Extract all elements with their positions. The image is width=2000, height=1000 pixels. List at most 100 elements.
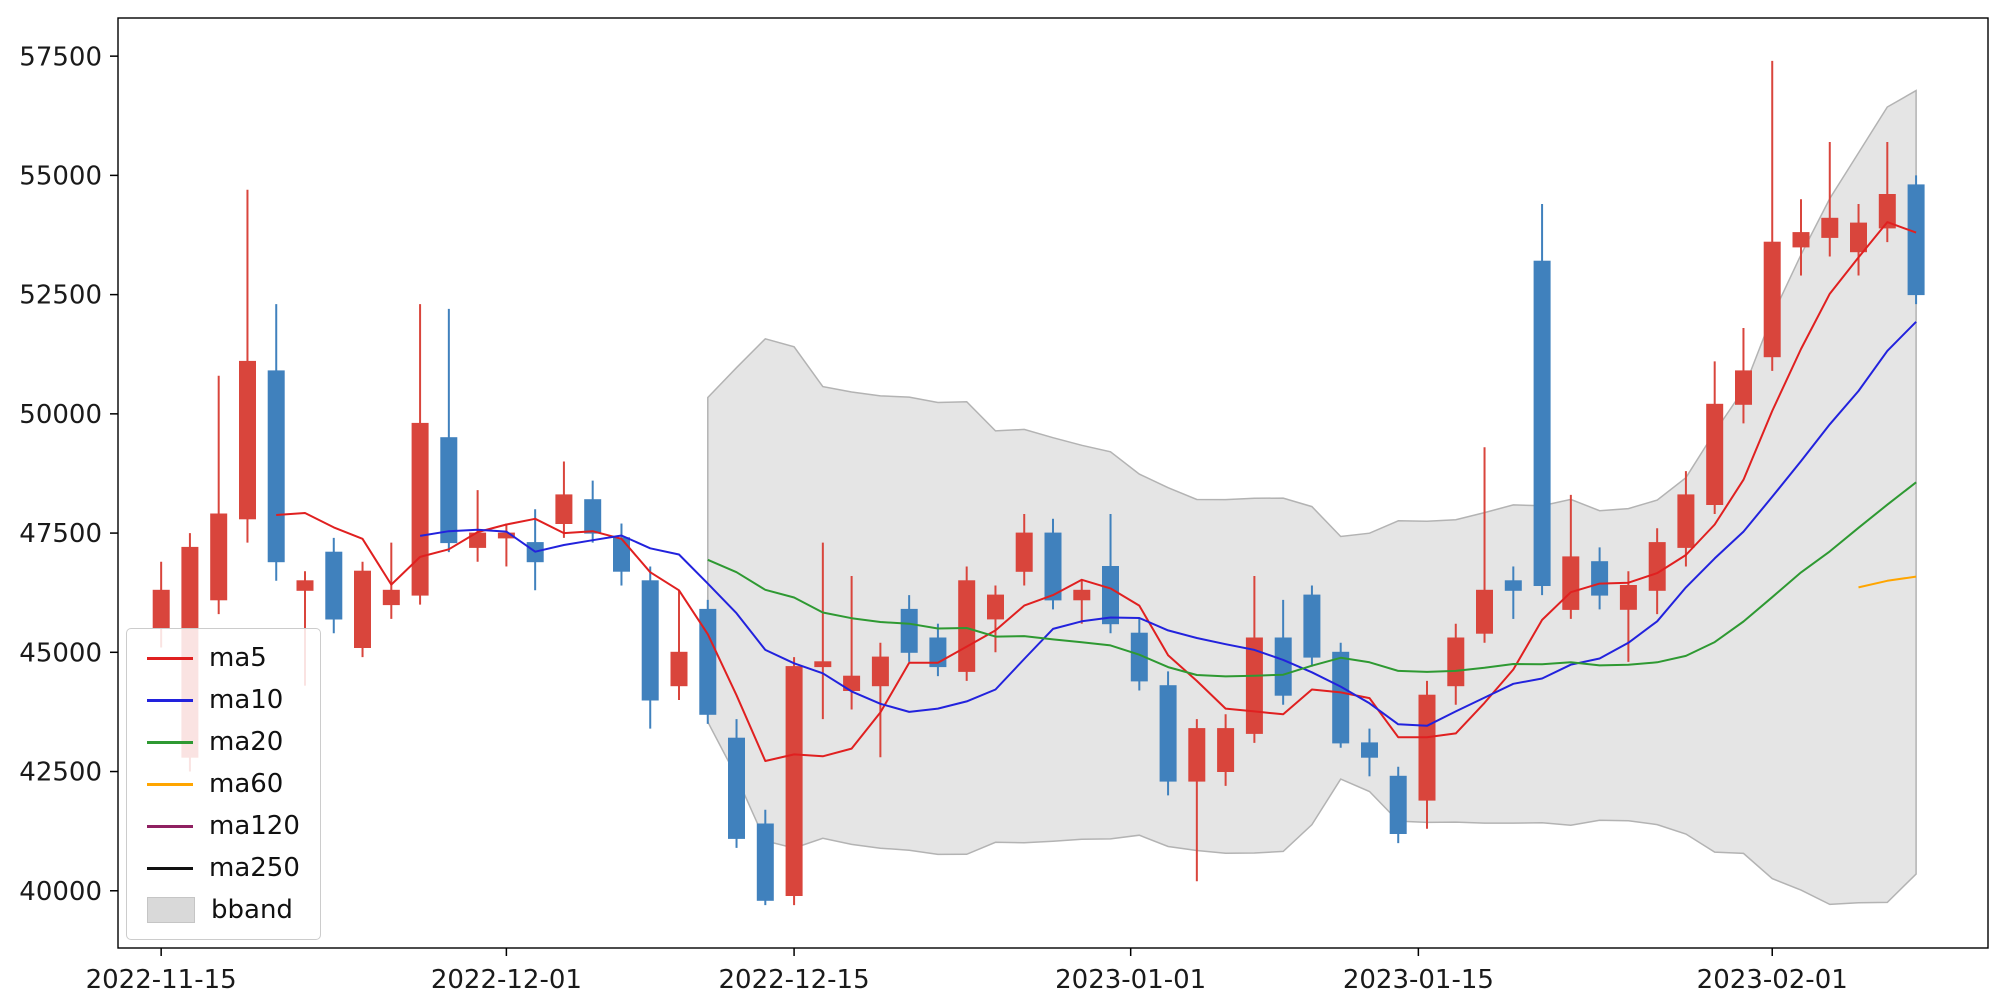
candle [1677,471,1695,567]
legend-item-label: ma120 [209,811,300,841]
candle-body [1159,685,1177,782]
candle [1504,566,1522,619]
candle [497,523,515,567]
candle-body [1504,580,1522,591]
candle-body [814,661,832,668]
candle-body [584,499,602,534]
bollinger-band-area [707,89,1917,906]
x-tick-label: 2022-12-01 [431,965,582,995]
candle-body [670,651,688,687]
candle-body [1073,589,1091,601]
candle-body [1044,532,1062,601]
candle-body [1677,494,1695,548]
candle [1648,528,1666,615]
candle [1533,204,1551,596]
y-tick-label: 55000 [19,161,102,191]
candle-body [382,589,400,606]
candle-body [1332,651,1350,744]
candle [1619,571,1637,662]
legend-item-ma120: ma120 [147,811,300,841]
candle-body [699,608,717,715]
x-tick-label: 2022-11-15 [86,965,237,995]
candle [1303,585,1321,667]
y-tick-label: 50000 [19,400,102,430]
candle-body [1245,637,1263,734]
candle [210,375,228,615]
candle [1217,714,1235,786]
candle-body [1188,728,1206,782]
ma-lines [276,221,1917,762]
candle-body [613,537,630,572]
legend-item-bband: bband [147,895,300,925]
legend-item-label: ma20 [209,727,284,757]
legend-swatch-line [147,698,193,702]
candle [1706,361,1724,514]
ma10-line [419,321,1917,727]
candle-body [1821,217,1839,238]
legend-item-label: ma5 [209,643,267,673]
legend-item-ma60: ma60 [147,769,300,799]
candle-body [1706,403,1724,505]
candle-body [1361,742,1378,758]
y-tick-label: 47500 [19,519,102,549]
legend-item-ma5: ma5 [147,643,300,673]
candle-body [1562,556,1580,610]
candle-body [1648,542,1666,591]
candle-body [1015,532,1033,572]
y-tick-label: 40000 [19,877,102,907]
candle [1447,623,1465,705]
candle-body [239,360,256,520]
candle-body [1792,232,1810,248]
legend: ma5 ma10 ma20 ma60 ma120 ma250 bband [126,628,321,940]
candle-body [1389,775,1407,834]
candle [1102,514,1119,634]
ma5-line [276,221,1917,762]
candle [239,189,256,543]
y-tick-label: 42500 [19,758,102,788]
candle-body [1533,260,1551,586]
candle [354,561,371,658]
candle [267,304,285,581]
candle-body [440,437,458,544]
candle-body [1102,566,1119,625]
candle [1159,671,1177,796]
candle [958,566,976,681]
candle [382,542,400,619]
candle-body [1274,637,1292,696]
candle [469,490,487,562]
candle-body [1418,694,1436,801]
candle-body [1130,632,1148,682]
y-tick-label: 45000 [19,638,102,668]
candle [1591,547,1609,610]
candle [325,537,343,634]
legend-item-label: bband [211,895,293,925]
y-tick-label: 57500 [19,42,102,72]
candle-body [958,580,976,672]
candle [613,523,630,586]
candle [756,809,774,906]
candle-body [987,594,1004,620]
candle-body [354,570,371,649]
candle-body [267,370,285,563]
candle-body [1763,241,1781,358]
candle [987,585,1004,653]
candle [1361,728,1378,777]
plot-border [117,17,1989,949]
candle [440,308,458,553]
ma20-line [707,481,1917,678]
candle-body [1476,589,1493,634]
x-tick-label: 2023-01-01 [1055,965,1206,995]
candle [1245,576,1263,743]
y-tick-label: 52500 [19,281,102,311]
candle [1015,514,1033,586]
x-tick-label: 2023-02-01 [1697,965,1848,995]
candle-body [641,580,659,701]
legend-swatch-patch [147,897,195,923]
candle [411,304,429,605]
candle [1792,199,1810,276]
candles [152,60,1925,906]
legend-swatch-line [147,656,193,660]
candle [1073,580,1091,624]
